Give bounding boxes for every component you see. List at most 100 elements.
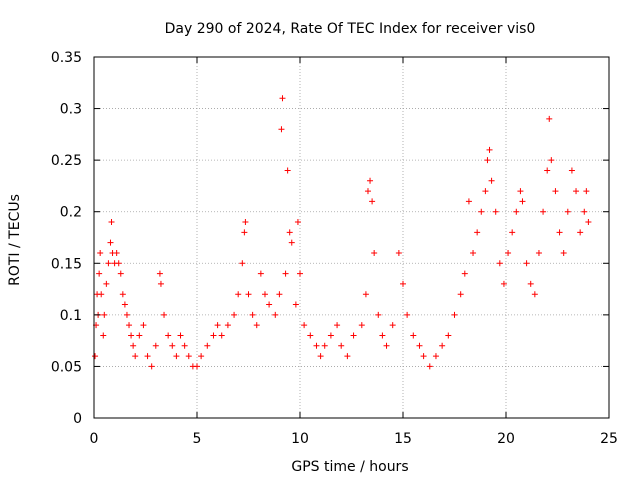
x-tick-label-5: 25: [600, 431, 618, 447]
data-points: [92, 95, 592, 370]
data-point-69: [301, 322, 308, 329]
data-point-120: [531, 291, 538, 298]
data-point-84: [371, 249, 378, 256]
data-point-16: [115, 260, 122, 267]
data-point-28: [148, 363, 155, 370]
data-point-47: [231, 311, 238, 318]
data-point-110: [492, 208, 499, 215]
axis-ticks: 0 5 10 15 20 25 0 0.05 0.1 0.15 0.2 0.25 0.3 0.35: [51, 50, 618, 447]
data-point-92: [410, 332, 417, 339]
data-point-91: [404, 311, 411, 318]
x-tick-label-4: 20: [497, 431, 515, 447]
data-point-96: [432, 353, 439, 360]
data-point-7: [100, 332, 107, 339]
data-point-108: [486, 146, 493, 153]
data-point-24: [132, 353, 139, 360]
data-point-131: [573, 188, 580, 195]
data-point-112: [500, 280, 507, 287]
y-tick-label-7: 0.35: [51, 50, 82, 66]
data-point-119: [527, 280, 534, 287]
data-point-114: [509, 229, 516, 236]
data-point-58: [272, 311, 279, 318]
data-point-89: [395, 249, 402, 256]
data-point-63: [284, 167, 291, 174]
data-point-77: [344, 353, 351, 360]
y-tick-label-5: 0.25: [51, 153, 82, 169]
x-tick-label-2: 10: [291, 431, 309, 447]
data-point-30: [156, 270, 163, 277]
y-tick-label-2: 0.1: [60, 308, 82, 324]
data-point-33: [165, 332, 172, 339]
data-point-26: [140, 322, 147, 329]
data-point-118: [523, 260, 530, 267]
data-point-0: [92, 353, 99, 360]
data-point-101: [461, 270, 468, 277]
data-point-107: [484, 157, 491, 164]
data-point-10: [105, 260, 112, 267]
x-tick-label-3: 15: [394, 431, 412, 447]
data-point-50: [241, 229, 248, 236]
data-point-94: [420, 353, 427, 360]
data-point-125: [548, 157, 555, 164]
data-point-130: [568, 167, 575, 174]
data-point-104: [474, 229, 481, 236]
data-point-21: [126, 322, 133, 329]
data-point-87: [383, 342, 390, 349]
data-point-66: [292, 301, 299, 308]
data-point-41: [198, 353, 205, 360]
data-point-25: [136, 332, 143, 339]
data-point-27: [144, 353, 151, 360]
data-point-128: [560, 249, 567, 256]
data-point-76: [338, 342, 345, 349]
data-point-15: [113, 249, 120, 256]
data-point-80: [362, 291, 369, 298]
data-point-51: [242, 219, 249, 226]
data-point-18: [119, 291, 126, 298]
data-point-129: [564, 208, 571, 215]
data-point-48: [235, 291, 242, 298]
data-point-19: [121, 301, 128, 308]
data-point-88: [389, 322, 396, 329]
data-point-100: [457, 291, 464, 298]
data-point-95: [426, 363, 433, 370]
data-point-116: [517, 188, 524, 195]
data-point-61: [279, 95, 286, 102]
data-point-59: [276, 291, 283, 298]
data-point-57: [266, 301, 273, 308]
data-point-62: [282, 270, 289, 277]
data-point-44: [214, 322, 221, 329]
y-tick-label-3: 0.15: [51, 256, 82, 272]
data-point-11: [107, 239, 114, 246]
data-point-20: [123, 311, 130, 318]
data-point-72: [317, 353, 324, 360]
data-point-74: [327, 332, 334, 339]
data-point-117: [519, 198, 526, 205]
data-point-127: [556, 229, 563, 236]
data-point-102: [465, 198, 472, 205]
data-point-85: [375, 311, 382, 318]
data-point-54: [253, 322, 260, 329]
data-point-6: [98, 291, 105, 298]
x-tick-label-1: 5: [193, 431, 202, 447]
data-point-42: [204, 342, 211, 349]
data-point-55: [257, 270, 264, 277]
data-point-8: [101, 311, 108, 318]
x-axis-label: GPS time / hours: [291, 459, 408, 475]
data-point-121: [535, 249, 542, 256]
data-point-115: [513, 208, 520, 215]
data-point-4: [96, 270, 103, 277]
chart-title: Day 290 of 2024, Rate Of TEC Index for r…: [165, 21, 536, 37]
data-point-135: [585, 219, 592, 226]
data-point-113: [505, 249, 512, 256]
data-point-17: [117, 270, 124, 277]
data-point-65: [288, 239, 295, 246]
data-point-82: [367, 177, 374, 184]
data-point-67: [294, 219, 301, 226]
data-point-52: [245, 291, 252, 298]
y-axis-label: ROTI / TECUs: [7, 194, 23, 286]
data-point-123: [544, 167, 551, 174]
data-point-79: [358, 322, 365, 329]
data-point-45: [218, 332, 225, 339]
data-point-70: [307, 332, 314, 339]
data-point-98: [445, 332, 452, 339]
